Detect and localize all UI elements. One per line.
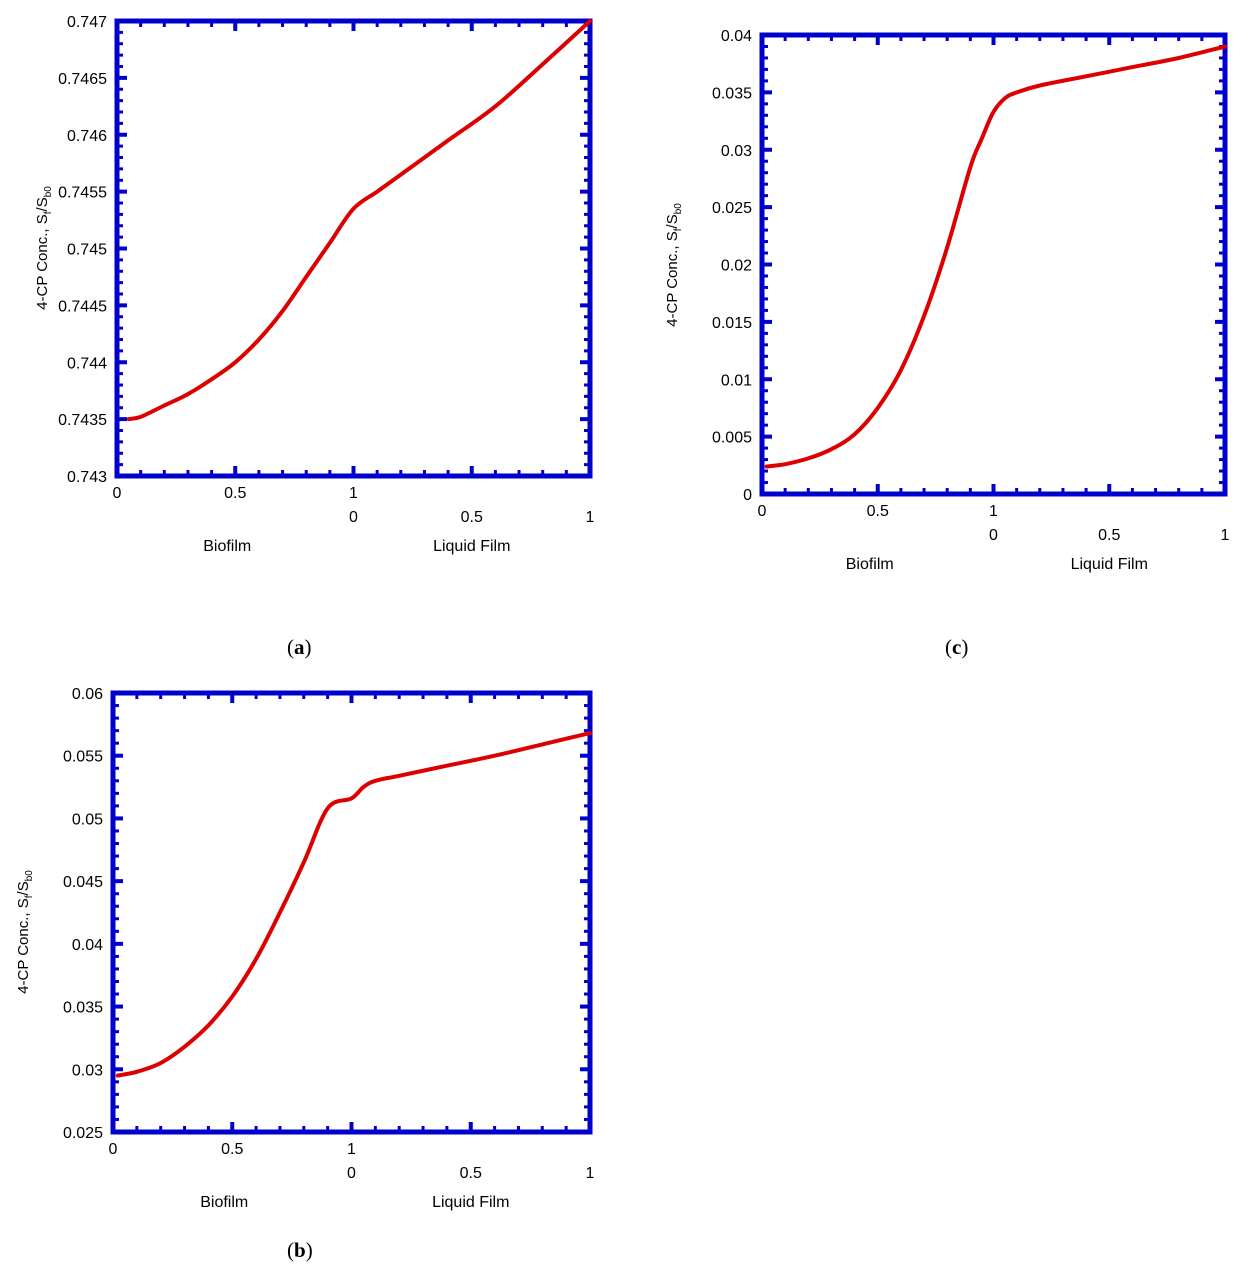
y-tick-label: 0.03 bbox=[721, 143, 752, 160]
y-tick-label: 0.03 bbox=[72, 1062, 103, 1079]
y-tick-label: 0.7455 bbox=[58, 185, 107, 202]
series-line-4cp-concentration bbox=[115, 731, 592, 1078]
x-tick-label-liquid: 0 bbox=[349, 509, 358, 526]
y-tick-label: 0.747 bbox=[67, 14, 107, 31]
x-axis-label-liquid-film: Liquid Film bbox=[1071, 556, 1148, 573]
series-line-4cp-concentration bbox=[126, 19, 592, 422]
x-axis-label-biofilm: Biofilm bbox=[203, 538, 251, 555]
series-line-4cp-concentration bbox=[764, 44, 1227, 469]
x-tick-label-biofilm: 0 bbox=[758, 503, 767, 520]
y-tick-label: 0.04 bbox=[721, 28, 752, 45]
y-axis-label: 4-CP Conc., Sf/Sb0 bbox=[664, 203, 684, 327]
caption-c: (c) bbox=[945, 635, 969, 659]
chart-panel-c: 0 0.005 0.01 0.015 0.02 0.025 0.03 0.035 0.04 0 0.… bbox=[630, 0, 1250, 600]
caption-a-label: a bbox=[294, 635, 305, 659]
x-tick-label-liquid: 0.5 bbox=[460, 1165, 482, 1182]
x-tick-label-biofilm: 1 bbox=[989, 503, 998, 520]
x-tick-label-liquid: 0 bbox=[989, 527, 998, 544]
y-tick-label: 0.7445 bbox=[58, 298, 107, 315]
x-tick-label-liquid: 0.5 bbox=[1098, 527, 1120, 544]
chart-a: 0.743 0.7435 0.744 0.7445 0.745 0.7455 0.746 0.… bbox=[34, 14, 595, 555]
y-tick-label: 0.02 bbox=[721, 258, 752, 275]
y-axis-label: 4-CP Conc., Sf/Sb0 bbox=[34, 186, 54, 310]
x-tick-label-biofilm: 0.5 bbox=[867, 503, 889, 520]
y-tick-label: 0.055 bbox=[63, 749, 103, 766]
chart-c: 0 0.005 0.01 0.015 0.02 0.025 0.03 0.035 0.04 0 0.… bbox=[664, 28, 1230, 573]
y-tick-label: 0.01 bbox=[721, 372, 752, 389]
y-tick-label: 0.035 bbox=[712, 85, 752, 102]
plot-frame bbox=[114, 18, 593, 479]
x-tick-label-biofilm: 1 bbox=[347, 1141, 356, 1158]
x-axis-label-liquid-film: Liquid Film bbox=[433, 538, 510, 555]
x-tick-label-biofilm: 0.5 bbox=[224, 485, 246, 502]
y-tick-label: 0.7435 bbox=[58, 412, 107, 429]
y-tick-label: 0.04 bbox=[72, 937, 103, 954]
y-tick-label: 0.025 bbox=[712, 200, 752, 217]
y-tick-label: 0.005 bbox=[712, 430, 752, 447]
x-tick-label-liquid: 0.5 bbox=[461, 509, 483, 526]
y-tick-label: 0.06 bbox=[72, 686, 103, 703]
x-axis-label-biofilm: Biofilm bbox=[846, 556, 894, 573]
y-tick-label: 0.035 bbox=[63, 1000, 103, 1017]
x-tick-label-biofilm: 0.5 bbox=[221, 1141, 243, 1158]
y-tick-label: 0.025 bbox=[63, 1125, 103, 1142]
y-tick-label: 0.744 bbox=[67, 355, 107, 372]
caption-a: (a) bbox=[287, 635, 312, 659]
caption-b-label: b bbox=[294, 1238, 306, 1262]
plot-frame bbox=[110, 690, 593, 1135]
y-tick-label: 0.743 bbox=[67, 469, 107, 486]
y-tick-label: 0.7465 bbox=[58, 71, 107, 88]
plot-frame bbox=[759, 32, 1228, 497]
y-axis-label: 4-CP Conc., Sf/Sb0 bbox=[15, 870, 35, 994]
x-tick-label-biofilm: 0 bbox=[113, 485, 122, 502]
y-tick-label: 0.045 bbox=[63, 874, 103, 891]
chart-panel-a: 0.743 0.7435 0.744 0.7445 0.745 0.7455 0.746 0.… bbox=[0, 0, 620, 600]
chart-panel-b: 0.025 0.03 0.035 0.04 0.045 0.05 0.055 0.06 0 0.5… bbox=[0, 660, 620, 1240]
x-axis-label-liquid-film: Liquid Film bbox=[432, 1194, 509, 1211]
y-tick-label: 0.745 bbox=[67, 242, 107, 259]
y-tick-label: 0.746 bbox=[67, 128, 107, 145]
caption-c-label: c bbox=[952, 635, 962, 659]
y-tick-label: 0.05 bbox=[72, 811, 103, 828]
caption-b: (b) bbox=[287, 1238, 313, 1262]
x-tick-label-liquid: 1 bbox=[586, 509, 595, 526]
chart-b: 0.025 0.03 0.035 0.04 0.045 0.05 0.055 0.06 0 0.5… bbox=[15, 686, 595, 1211]
x-tick-label-liquid: 1 bbox=[586, 1165, 595, 1182]
y-tick-label: 0 bbox=[743, 487, 752, 504]
x-tick-label-liquid: 0 bbox=[347, 1165, 356, 1182]
x-tick-label-biofilm: 0 bbox=[109, 1141, 118, 1158]
y-tick-label: 0.015 bbox=[712, 315, 752, 332]
x-tick-label-biofilm: 1 bbox=[349, 485, 358, 502]
x-axis-label-biofilm: Biofilm bbox=[200, 1194, 248, 1211]
x-tick-label-liquid: 1 bbox=[1221, 527, 1230, 544]
